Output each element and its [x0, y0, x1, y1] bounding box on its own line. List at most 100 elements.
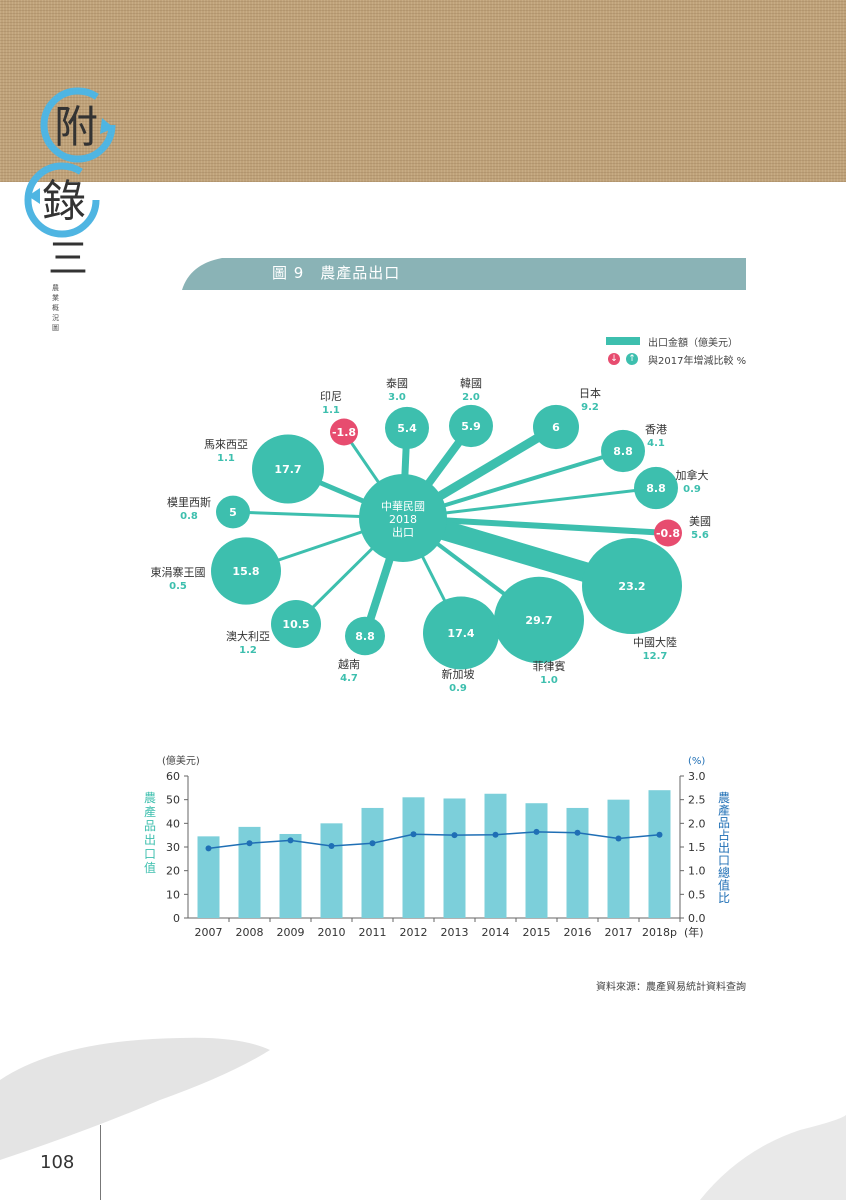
y2-tick-label: 1.5 [688, 841, 706, 854]
y2-tick-label: 2.5 [688, 794, 706, 807]
y2-axis-title-char: 占 [718, 828, 730, 843]
country-name-label: 菲律賓 [533, 659, 566, 673]
country-change-label: 4.1 [647, 438, 665, 449]
y2-tick-label: 1.0 [688, 865, 706, 878]
ratio-point [369, 840, 376, 847]
bar [197, 836, 220, 918]
country-change-label: 0.8 [180, 511, 198, 522]
ratio-line [208, 831, 660, 850]
y-tick-label: 10 [166, 888, 180, 901]
appendix-ornament: 附 錄 三 [24, 87, 116, 282]
country-bubble [449, 404, 493, 448]
spoke-line [402, 515, 669, 536]
country-name-label: 東涓寨王國 [151, 565, 206, 579]
y-axis-title-char: 農 [144, 791, 156, 805]
page-rule [100, 1125, 101, 1200]
y-tick-label: 50 [166, 794, 180, 807]
y2-axis-title-char: 口 [718, 854, 730, 868]
country-name-label: 澳大利亞 [226, 629, 270, 643]
y-axis-title-char: 值 [144, 860, 156, 875]
x-tick-label: 2013 [441, 926, 469, 939]
bar [320, 823, 343, 918]
ornament-arrow-icon [100, 118, 114, 134]
y-axis-title-char: 產 [144, 804, 156, 819]
ratio-point [451, 832, 458, 839]
country-name-label: 香港 [645, 423, 667, 436]
x-tick-label: 2008 [236, 926, 264, 939]
ratio-point [656, 831, 663, 838]
bar [361, 807, 384, 918]
country-name-label: 加拿大 [676, 468, 709, 482]
x-tick-label: 2011 [359, 926, 387, 939]
bubble-value-label: 29.7 [525, 614, 552, 627]
bubble-value-label: 5.4 [397, 422, 417, 435]
down-arrow-icon: ↓ [608, 353, 620, 365]
x-tick-label: 2018p [642, 926, 677, 939]
ratio-point [246, 840, 253, 847]
x-tick-label: 2015 [523, 926, 551, 939]
country-change-label: 0.9 [449, 683, 467, 694]
ratio-point [410, 831, 417, 838]
brush-decoration [0, 1037, 846, 1200]
header-texture [0, 0, 846, 182]
country-bubble [654, 519, 682, 547]
bar [525, 803, 548, 918]
y-axis-title-char: 口 [144, 847, 156, 861]
y-tick-label: 30 [166, 841, 180, 854]
y2-tick-label: 0.0 [688, 912, 706, 925]
country-bubble [601, 429, 645, 473]
center-bubble [359, 474, 447, 562]
y2-axis-title-char: 產 [718, 803, 730, 818]
page-number: 108 [40, 1152, 75, 1173]
country-change-label: 0.5 [169, 581, 187, 592]
country-change-label: 3.0 [388, 392, 406, 403]
country-change-label: 0.9 [683, 484, 701, 495]
bar [279, 833, 302, 918]
bubble-value-label: 8.8 [646, 482, 666, 495]
ratio-point [205, 845, 212, 852]
country-change-label: 1.1 [217, 453, 235, 464]
ornament-ring-bottom [24, 162, 100, 238]
country-change-label: 1.0 [540, 675, 558, 686]
center-label-3: 出口 [392, 525, 414, 539]
country-name-label: 印尼 [320, 390, 342, 403]
country-name-label: 馬來西亞 [204, 438, 248, 451]
country-change-label: 12.7 [643, 651, 668, 662]
country-change-label: 4.7 [340, 673, 358, 684]
x-tick-label: 2016 [564, 926, 592, 939]
legend-amount-swatch [606, 337, 640, 345]
legend-change-label: 與2017年增減比較 % [648, 356, 747, 367]
appendix-char-3: 三 [48, 236, 88, 282]
y2-axis-title-char: 農 [718, 791, 730, 805]
bubble-value-label: 5.9 [461, 420, 481, 433]
country-name-label: 韓國 [460, 377, 482, 390]
y2-axis-title-char: 值 [718, 878, 730, 893]
country-name-label: 越南 [338, 657, 360, 671]
country-bubble [330, 418, 358, 446]
country-bubble [271, 600, 321, 648]
ratio-point [533, 828, 540, 835]
y-tick-label: 60 [166, 770, 180, 783]
country-bubble [385, 406, 429, 450]
ratio-point [574, 829, 581, 836]
country-name-label: 中國大陸 [633, 635, 677, 649]
x-tick-label: 2010 [318, 926, 346, 939]
country-change-label: 1.1 [322, 405, 340, 416]
country-bubble [634, 466, 678, 510]
bubble-value-label: 10.5 [282, 618, 309, 631]
y2-axis-title-char: 總 [718, 865, 730, 880]
ornament-arrow-icon-2 [28, 188, 40, 204]
bar [607, 799, 630, 918]
up-arrow-icon: ↑ [626, 353, 638, 365]
ratio-point [615, 835, 622, 842]
country-name-label: 美國 [689, 515, 711, 528]
x-unit-label: (年) [684, 925, 704, 939]
country-change-label: 9.2 [581, 402, 599, 413]
y2-axis-title-char: 品 [718, 816, 730, 830]
ornament-ring-top [40, 87, 116, 163]
y2-tick-label: 0.5 [688, 888, 706, 901]
y-axis-title-char: 品 [144, 819, 156, 833]
appendix-char-2: 錄 [42, 176, 86, 227]
country-name-label: 泰國 [386, 376, 408, 390]
bar-line-chart: (億美元) (%) 0 10 20 30 40 50 60 0.0 0.5 1.0 1.5 2.0 2.5 3… [144, 754, 730, 939]
